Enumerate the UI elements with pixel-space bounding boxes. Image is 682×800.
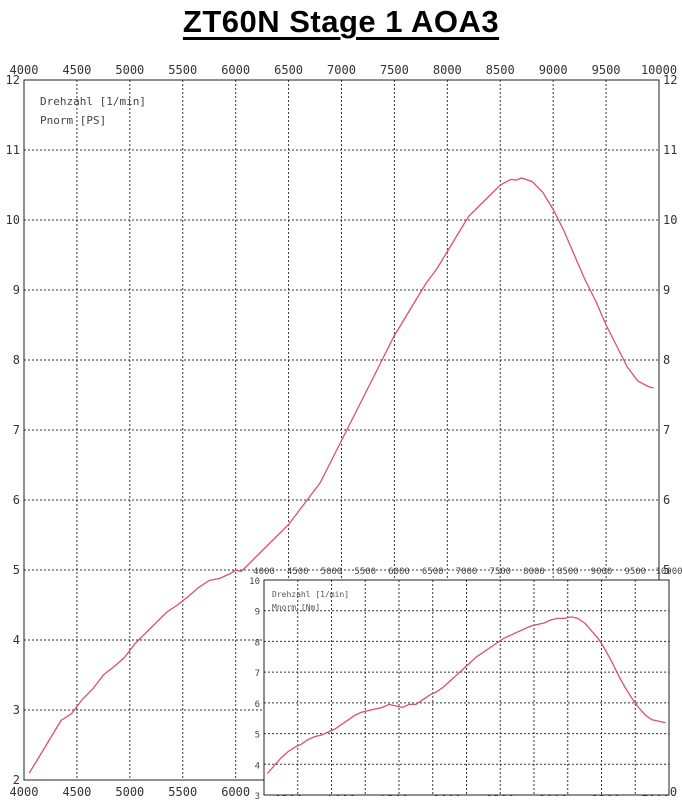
torque-legend-entry: Mnorm [Nm] [272, 603, 320, 612]
power-y-tick-label-right: 10 [663, 213, 677, 227]
torque-x-tick-label-top: 4500 [287, 567, 309, 577]
power-y-tick-label: 3 [13, 703, 20, 717]
torque-legend-entry: Drehzahl [1/min] [272, 590, 349, 599]
torque-y-tick-label: 4 [255, 761, 260, 771]
power-x-tick-label-top: 10000 [641, 63, 677, 77]
power-y-tick-label: 4 [13, 633, 20, 647]
power-y-tick-label-right: 8 [663, 353, 670, 367]
torque-x-tick-label-top: 5000 [321, 567, 343, 577]
power-x-tick-label: 5000 [115, 785, 144, 799]
power-x-tick-label-top: 5000 [115, 63, 144, 77]
power-y-tick-label: 8 [13, 353, 20, 367]
torque-x-tick-label-top: 8500 [557, 567, 579, 577]
power-x-tick-label: 6000 [221, 785, 250, 799]
power-x-tick-label: 4000 [10, 785, 39, 799]
power-y-tick-label-right: 5 [663, 563, 670, 577]
power-x-tick-label-top: 7500 [380, 63, 409, 77]
torque-x-tick-label-top: 4000 [253, 567, 275, 577]
torque-y-tick-label: 6 [255, 700, 260, 710]
torque-y-tick-label: 10 [249, 577, 260, 587]
torque-y-tick-label: 7 [255, 669, 260, 679]
torque-series-line [266, 616, 666, 774]
power-x-tick-label-top: 4000 [10, 63, 39, 77]
torque-x-tick-label-top: 8000 [523, 567, 545, 577]
power-x-tick-label-top: 8000 [433, 63, 462, 77]
power-x-tick-label-top: 9000 [539, 63, 568, 77]
power-x-tick-label: 4500 [62, 785, 91, 799]
torque-x-tick-label-top: 10000 [655, 567, 682, 577]
power-legend-entry: Drehzahl [1/min] [40, 95, 146, 108]
power-y-tick-label: 5 [13, 563, 20, 577]
torque-y-tick-label: 9 [255, 608, 260, 618]
power-x-tick-label: 5500 [168, 785, 197, 799]
torque-y-tick-label: 5 [255, 731, 260, 741]
torque-plot-frame [263, 579, 670, 796]
power-series-line [28, 177, 654, 774]
power-y-tick-label: 9 [13, 283, 20, 297]
power-y-tick-label: 6 [13, 493, 20, 507]
power-y-tick-label: 10 [6, 213, 20, 227]
power-y-tick-label-right: 12 [663, 73, 677, 87]
power-x-tick-label-top: 9500 [592, 63, 621, 77]
power-x-tick-label-top: 4500 [62, 63, 91, 77]
page-title: ZT60N Stage 1 AOA3 [182, 4, 500, 39]
power-x-tick-label-top: 8500 [486, 63, 515, 77]
torque-x-tick-label-top: 5500 [354, 567, 376, 577]
power-y-tick-label: 7 [13, 423, 20, 437]
torque-y-tick-label: 3 [255, 792, 260, 800]
power-y-tick-label: 11 [6, 143, 20, 157]
torque-x-tick-label-top: 7500 [489, 567, 511, 577]
power-y-tick-label-right: 11 [663, 143, 677, 157]
power-x-tick-label-top: 6500 [274, 63, 303, 77]
torque-x-tick-label-top: 7000 [456, 567, 478, 577]
torque-y-tick-label: 8 [255, 638, 260, 648]
power-y-tick-label: 2 [13, 773, 20, 787]
power-legend-entry: Pnorm [PS] [40, 114, 106, 127]
power-x-tick-label-top: 5500 [168, 63, 197, 77]
power-y-tick-label-right: 7 [663, 423, 670, 437]
power-x-tick-label-top: 7000 [327, 63, 356, 77]
power-y-tick-label: 12 [6, 73, 20, 87]
torque-x-tick-label-top: 9000 [591, 567, 613, 577]
power-y-tick-label-right: 9 [663, 283, 670, 297]
torque-plot-background [264, 580, 669, 795]
power-y-tick-label-right: 6 [663, 493, 670, 507]
torque-x-tick-label-top: 6000 [388, 567, 410, 577]
power-x-tick-label-top: 6000 [221, 63, 250, 77]
torque-x-tick-label-top: 9500 [624, 567, 646, 577]
torque-x-tick-label-top: 6500 [422, 567, 444, 577]
